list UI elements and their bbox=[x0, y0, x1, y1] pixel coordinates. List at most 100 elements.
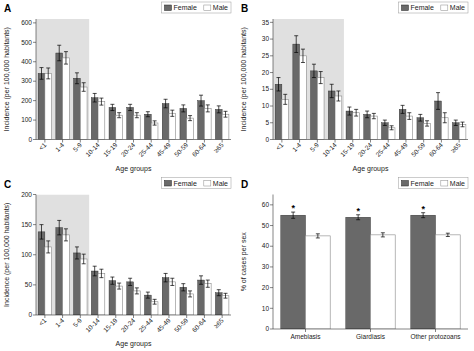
error-cap bbox=[454, 125, 458, 126]
error-bar bbox=[153, 121, 157, 125]
x-tick-label: 25-44 bbox=[137, 141, 154, 158]
error-cap bbox=[93, 101, 97, 102]
y-tick bbox=[270, 39, 273, 40]
y-tick-label: 30 bbox=[262, 263, 270, 270]
x-tick bbox=[459, 140, 460, 143]
error-line bbox=[136, 113, 137, 118]
error-line bbox=[367, 111, 368, 118]
error-cap bbox=[224, 293, 228, 294]
error-line bbox=[130, 278, 131, 285]
error-cap bbox=[181, 104, 185, 105]
error-cap bbox=[99, 105, 103, 106]
x-axis-label: Age groups bbox=[116, 165, 152, 173]
bar bbox=[38, 73, 45, 139]
error-cap bbox=[188, 290, 192, 291]
error-cap bbox=[446, 233, 450, 234]
x-tick-label: 1-4 bbox=[54, 141, 66, 153]
x-tick bbox=[222, 140, 223, 143]
error-line bbox=[201, 276, 202, 284]
bar bbox=[80, 87, 87, 139]
error-cap bbox=[39, 239, 43, 240]
bar bbox=[38, 232, 45, 315]
x-tick bbox=[305, 329, 306, 332]
x-tick-label: <1 bbox=[37, 316, 47, 326]
legend-swatch bbox=[164, 5, 171, 11]
y-tick-label: 500 bbox=[21, 39, 32, 46]
legend-label: Female bbox=[410, 4, 433, 11]
y-axis bbox=[273, 19, 274, 140]
error-cap bbox=[164, 107, 168, 108]
error-cap bbox=[436, 92, 440, 93]
x-axis-label: Age groups bbox=[116, 340, 152, 348]
error-cap bbox=[330, 84, 334, 85]
error-cap bbox=[319, 71, 323, 72]
error-bar bbox=[164, 99, 168, 108]
y-tick-label: 20 bbox=[262, 69, 270, 76]
error-line bbox=[59, 45, 60, 61]
error-line bbox=[190, 291, 191, 297]
error-cap bbox=[128, 104, 132, 105]
bar bbox=[388, 128, 395, 140]
error-cap bbox=[181, 290, 185, 291]
error-cap bbox=[117, 117, 121, 118]
x-tick-label: 10-14 bbox=[84, 316, 101, 333]
error-line bbox=[147, 112, 148, 117]
bar bbox=[56, 53, 63, 139]
bar bbox=[204, 284, 211, 315]
x-tick bbox=[151, 140, 152, 143]
bar bbox=[98, 102, 105, 140]
bar bbox=[98, 273, 105, 315]
error-cap bbox=[135, 293, 139, 294]
error-cap bbox=[128, 278, 132, 279]
y-tick bbox=[270, 287, 273, 288]
error-line bbox=[154, 121, 155, 125]
x-tick bbox=[80, 140, 81, 143]
y-tick-label: 35 bbox=[262, 19, 270, 26]
x-tick bbox=[352, 140, 353, 143]
error-cap bbox=[407, 119, 411, 120]
title: C bbox=[4, 179, 11, 190]
error-bar bbox=[146, 292, 150, 298]
error-line bbox=[391, 126, 392, 130]
x-tick-label: 1-4 bbox=[54, 316, 66, 328]
error-line bbox=[302, 49, 303, 62]
error-line bbox=[183, 105, 184, 112]
error-cap bbox=[312, 64, 316, 65]
error-cap bbox=[291, 218, 295, 219]
error-cap bbox=[316, 237, 320, 238]
legend-label: Male bbox=[213, 180, 228, 187]
error-bar bbox=[206, 280, 210, 287]
y-tick bbox=[270, 122, 273, 123]
legend-label: Male bbox=[213, 4, 228, 11]
title: A bbox=[4, 3, 11, 14]
error-cap bbox=[135, 112, 139, 113]
bar bbox=[328, 91, 335, 140]
legend-swatch bbox=[164, 181, 171, 187]
error-line bbox=[183, 284, 184, 291]
error-bar bbox=[206, 105, 210, 112]
error-bar bbox=[110, 277, 114, 284]
x-tick-label: 15-19 bbox=[339, 141, 356, 158]
bar bbox=[198, 101, 205, 140]
x-tick-label: 15-19 bbox=[102, 316, 119, 333]
x-tick bbox=[115, 315, 116, 318]
x-tick bbox=[44, 140, 45, 143]
y-tick bbox=[270, 139, 273, 140]
bar bbox=[134, 115, 141, 139]
error-line bbox=[112, 277, 113, 284]
error-cap bbox=[110, 110, 114, 111]
bar bbox=[353, 113, 360, 140]
error-bar bbox=[82, 254, 86, 264]
error-line bbox=[313, 64, 314, 77]
error-cap bbox=[146, 298, 150, 299]
x-tick bbox=[388, 140, 389, 143]
error-cap bbox=[75, 258, 79, 259]
legend-swatch bbox=[401, 5, 408, 11]
y-tick-label: 100 bbox=[21, 116, 32, 123]
annotation: * bbox=[356, 206, 360, 216]
legend-swatch bbox=[441, 5, 448, 11]
error-cap bbox=[425, 120, 429, 121]
error-cap bbox=[146, 116, 150, 117]
error-line bbox=[83, 83, 84, 92]
error-line bbox=[349, 107, 350, 115]
